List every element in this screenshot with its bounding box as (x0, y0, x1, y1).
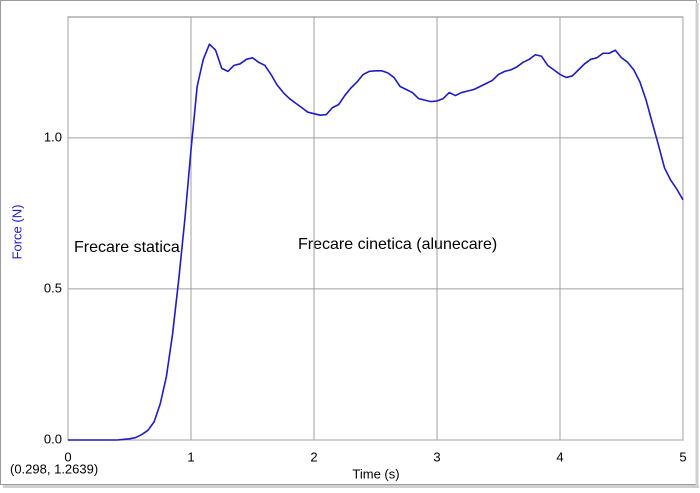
y-axis-label: Force (N) (9, 205, 24, 260)
annotation: Frecare statica (74, 239, 180, 256)
x-tick-label: 1 (187, 449, 194, 464)
cursor-readout: (0.298, 1.2639) (10, 461, 98, 476)
y-tick-label: 0.0 (44, 431, 62, 446)
x-axis-label: Time (s) (352, 466, 399, 481)
y-tick-label: 0.5 (44, 280, 62, 295)
frame (0, 0, 697, 485)
x-tick-label: 5 (679, 449, 686, 464)
annotation: Frecare cinetica (alunecare) (298, 236, 497, 253)
x-tick-label: 0 (64, 449, 71, 464)
x-tick-label: 4 (556, 449, 563, 464)
x-tick-label: 3 (433, 449, 440, 464)
x-tick-label: 2 (310, 449, 317, 464)
y-tick-label: 1.0 (44, 129, 62, 144)
data-line (68, 43, 684, 441)
